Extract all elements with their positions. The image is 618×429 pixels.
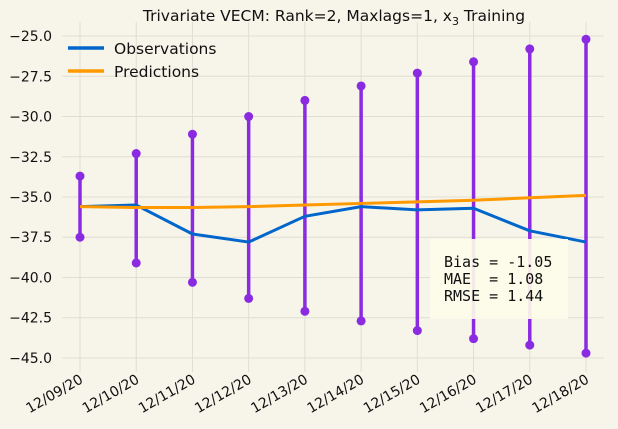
y-tick-labels: −25.0 −27.5 −30.0 −32.5 −35.0 −37.5 −40.0 −42.5…: [9, 29, 52, 367]
legend: Observations Predictions: [68, 40, 216, 81]
y-tick-label: −35.0: [9, 190, 52, 206]
legend-label-observations: Observations: [114, 40, 216, 58]
legend-label-predictions: Predictions: [114, 63, 199, 81]
y-tick-label: −37.5: [9, 230, 52, 246]
stats-annotation: Bias = -1.05 MAE = 1.08 RMSE = 1.44: [430, 239, 568, 319]
interval-lower-point: [131, 258, 141, 268]
interval-lower-point: [525, 340, 535, 350]
stats-rmse: RMSE = 1.44: [444, 287, 543, 305]
interval-lower-point: [187, 277, 197, 287]
interval-lower-point: [244, 293, 254, 303]
interval-lower-point: [356, 316, 366, 326]
interval-upper-point: [525, 44, 535, 54]
interval-upper-point: [187, 129, 197, 139]
y-tick-label: −30.0: [9, 110, 52, 126]
y-tick-label: −40.0: [9, 270, 52, 286]
title-subscript: 3: [452, 15, 459, 28]
interval-upper-point: [412, 68, 422, 78]
interval-upper-point: [581, 34, 591, 44]
stats-box: [430, 239, 568, 319]
interval-upper-point: [356, 81, 366, 91]
y-tick-label: −27.5: [9, 69, 52, 85]
interval-lower-point: [412, 326, 422, 336]
stats-mae: MAE = 1.08: [444, 270, 543, 288]
series-line-observations: [79, 203, 587, 244]
interval-upper-point: [244, 112, 254, 122]
interval-lower-point: [581, 348, 591, 358]
interval-lower-point: [300, 306, 310, 316]
series-line-predictions: [79, 193, 587, 209]
interval-lower-point: [75, 232, 85, 242]
chart-title: Trivariate VECM: Rank=2, Maxlags=1, x3 T…: [142, 7, 525, 28]
y-tick-label: −42.5: [9, 311, 52, 327]
interval-upper-point: [469, 57, 479, 67]
y-tick-label: −32.5: [9, 150, 52, 166]
interval-upper-point: [300, 95, 310, 105]
interval-lower-point: [469, 334, 479, 344]
y-tick-label: −45.0: [9, 351, 52, 367]
series-lines: [79, 193, 587, 244]
y-tick-label: −25.0: [9, 29, 52, 45]
title-suffix: Training: [459, 7, 525, 25]
stats-bias: Bias = -1.05: [444, 253, 552, 271]
interval-upper-point: [131, 149, 141, 159]
interval-upper-point: [75, 171, 85, 181]
